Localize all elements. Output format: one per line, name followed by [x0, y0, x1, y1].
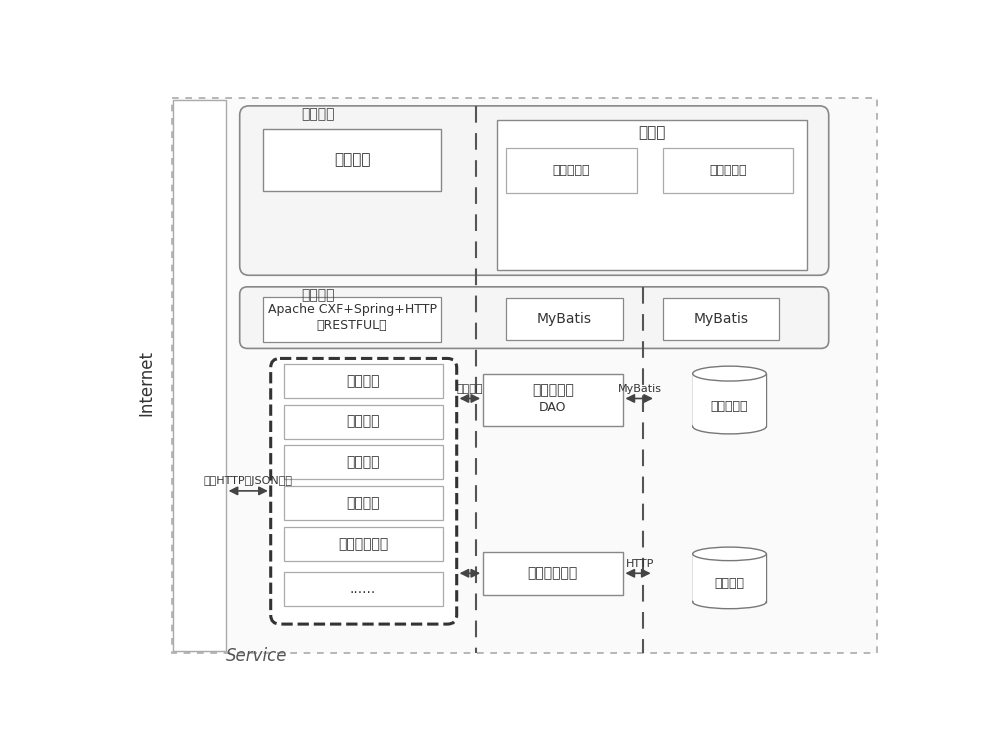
Bar: [693, 375, 766, 426]
Bar: [284, 527, 443, 561]
Text: 数据存储: 数据存储: [714, 577, 744, 590]
Text: 存储过程: 存储过程: [457, 385, 483, 394]
Bar: [284, 405, 443, 439]
Text: 质量接口: 质量接口: [346, 455, 380, 470]
Text: Apache CXF+Spring+HTTP: Apache CXF+Spring+HTTP: [268, 303, 437, 317]
Bar: [497, 120, 807, 270]
Text: 登录接口: 登录接口: [346, 374, 380, 388]
Ellipse shape: [693, 595, 766, 608]
Bar: [173, 100, 226, 651]
Text: MyBatis: MyBatis: [618, 385, 662, 394]
Text: 文件访问接口: 文件访问接口: [528, 566, 578, 581]
Text: 网络访问: 网络访问: [334, 152, 370, 167]
Bar: [693, 373, 766, 427]
Bar: [506, 149, 637, 193]
Bar: [483, 553, 623, 595]
Text: DAO: DAO: [539, 401, 567, 414]
Text: 数据层: 数据层: [638, 125, 666, 140]
Text: 数据存储层: 数据存储层: [709, 164, 747, 177]
Bar: [483, 374, 623, 426]
Text: HTTP: HTTP: [625, 559, 654, 569]
Text: ......: ......: [350, 581, 376, 596]
Ellipse shape: [693, 366, 766, 381]
Bar: [663, 149, 793, 193]
Text: 系统架构: 系统架构: [302, 107, 335, 121]
Bar: [693, 554, 766, 602]
Text: 基于HTTP的JSON应答: 基于HTTP的JSON应答: [204, 476, 293, 486]
Bar: [284, 486, 443, 520]
Text: Internet: Internet: [138, 350, 156, 416]
Text: 核心数据库: 核心数据库: [711, 400, 748, 412]
Bar: [663, 299, 779, 340]
FancyBboxPatch shape: [271, 358, 457, 624]
Bar: [263, 129, 441, 191]
Bar: [693, 555, 766, 601]
Text: MyBatis: MyBatis: [537, 312, 592, 326]
Bar: [284, 446, 443, 480]
Bar: [173, 100, 226, 651]
Text: （RESTFUL）: （RESTFUL）: [317, 319, 387, 332]
Bar: [263, 297, 441, 342]
Text: Service: Service: [226, 648, 287, 666]
Text: 数据库访问: 数据库访问: [532, 383, 574, 397]
Ellipse shape: [693, 547, 766, 561]
Text: 用户信息接口: 用户信息接口: [338, 537, 388, 551]
Text: 实现方式: 实现方式: [302, 288, 335, 302]
Text: 数据访问层: 数据访问层: [553, 164, 590, 177]
Text: MyBatis: MyBatis: [693, 312, 748, 326]
FancyBboxPatch shape: [240, 287, 829, 348]
Text: 安全接口: 安全接口: [346, 415, 380, 428]
Bar: [506, 299, 623, 340]
Text: 环境接口: 环境接口: [346, 496, 380, 510]
Bar: [284, 364, 443, 397]
Ellipse shape: [693, 419, 766, 434]
Bar: [284, 572, 443, 605]
FancyBboxPatch shape: [240, 106, 829, 275]
